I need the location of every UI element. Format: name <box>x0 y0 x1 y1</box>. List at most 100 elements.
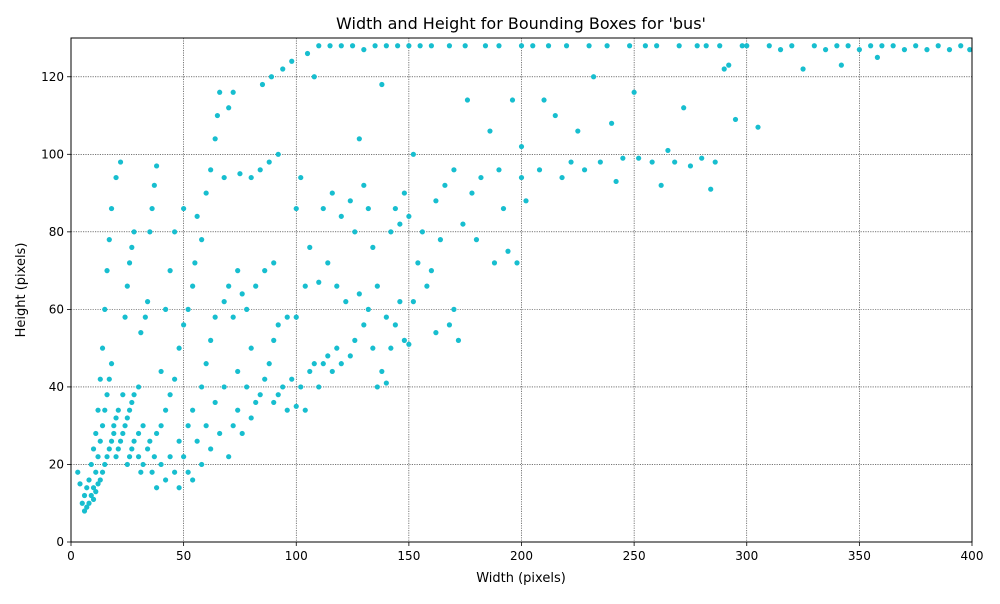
data-point <box>99 423 106 429</box>
data-point <box>620 155 626 161</box>
data-point <box>163 306 169 312</box>
data-point <box>478 174 484 181</box>
data-point <box>325 260 331 266</box>
data-point <box>289 58 295 64</box>
data-point <box>208 167 214 173</box>
data-point <box>284 314 290 320</box>
data-point <box>221 299 227 305</box>
data-point <box>307 368 313 375</box>
data-point <box>845 43 851 49</box>
data-point <box>102 407 108 413</box>
data-point <box>316 279 322 285</box>
data-point <box>352 229 358 235</box>
data-point <box>496 43 502 49</box>
data-point <box>144 446 151 452</box>
x-tick-label: 100 <box>285 549 308 563</box>
data-point <box>361 182 367 188</box>
data-point <box>181 205 187 212</box>
data-point <box>597 159 603 165</box>
data-point <box>325 353 331 359</box>
data-point <box>117 159 124 165</box>
data-point <box>144 299 151 305</box>
data-point <box>185 423 191 429</box>
data-point <box>491 260 498 266</box>
data-point <box>99 469 106 475</box>
x-tick-label: 250 <box>623 549 646 563</box>
data-point <box>523 198 529 204</box>
data-point <box>151 182 157 188</box>
data-point <box>217 89 223 95</box>
data-point <box>609 120 615 126</box>
data-point <box>108 438 115 444</box>
data-point <box>627 43 633 49</box>
data-point <box>257 392 263 398</box>
data-point <box>302 283 308 289</box>
chart-title: Width and Height for Bounding Boxes for … <box>336 14 706 33</box>
y-axis-label: Height (pixels) <box>14 243 29 338</box>
data-point <box>163 407 169 413</box>
data-point <box>777 47 784 53</box>
data-point <box>361 322 367 328</box>
data-point <box>518 174 525 181</box>
grid-lines <box>71 38 972 542</box>
data-point <box>271 260 277 266</box>
data-point <box>500 205 507 212</box>
data-point <box>464 97 471 103</box>
data-point <box>106 237 112 243</box>
data-point <box>433 330 439 336</box>
data-point <box>135 430 142 437</box>
data-point <box>552 112 558 119</box>
data-point <box>703 43 709 49</box>
data-point <box>140 461 146 468</box>
data-point <box>334 283 340 289</box>
data-point <box>451 306 457 312</box>
data-point <box>194 438 200 444</box>
data-point <box>81 508 88 514</box>
x-tick-label: 150 <box>397 549 420 563</box>
data-point <box>95 407 101 413</box>
data-point <box>244 384 250 390</box>
data-point <box>203 190 209 196</box>
data-point <box>268 74 275 80</box>
data-point <box>868 43 874 49</box>
data-point <box>97 477 103 483</box>
data-point <box>800 66 806 72</box>
data-point <box>108 205 115 212</box>
data-point <box>115 446 121 452</box>
data-point <box>259 81 266 88</box>
data-point <box>126 407 133 413</box>
data-point <box>343 299 349 305</box>
data-point <box>271 399 277 406</box>
data-point <box>167 268 173 274</box>
data-point <box>181 322 187 328</box>
data-point <box>379 81 385 88</box>
data-point <box>147 229 153 235</box>
data-point <box>338 43 344 49</box>
data-point <box>262 268 268 274</box>
data-point <box>874 54 880 60</box>
data-point <box>397 299 403 305</box>
data-point <box>248 415 254 421</box>
data-point <box>365 205 371 212</box>
data-point <box>124 461 130 468</box>
data-point <box>104 392 110 398</box>
data-point <box>120 392 126 398</box>
data-point <box>122 314 128 320</box>
y-axis-ticks: 0 20 40 60 80 100 120 <box>41 70 71 549</box>
data-point <box>140 423 146 429</box>
data-point <box>131 229 137 235</box>
data-point <box>167 392 173 398</box>
data-point <box>124 415 130 421</box>
data-point <box>417 43 423 49</box>
data-point <box>244 306 250 312</box>
data-point <box>352 337 358 343</box>
x-tick-label: 300 <box>735 549 758 563</box>
data-point <box>135 384 142 390</box>
data-point <box>142 314 148 320</box>
data-point <box>575 128 581 134</box>
data-point <box>113 174 119 181</box>
data-point <box>744 43 750 49</box>
data-point <box>789 43 795 49</box>
data-point <box>541 97 547 103</box>
